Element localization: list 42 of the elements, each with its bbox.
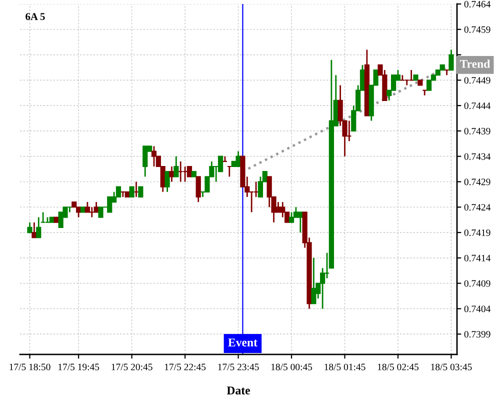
candlestick xyxy=(107,196,112,213)
y-tick-label: 0.7424 xyxy=(464,204,491,211)
x-tick-label: 18/5 03:45 xyxy=(431,364,472,370)
candlestick xyxy=(311,257,316,304)
candlestick xyxy=(98,206,104,218)
candlestick xyxy=(298,212,303,234)
candlestick xyxy=(448,49,454,71)
candlestick xyxy=(196,176,201,203)
x-tick-label: 17/5 22:45 xyxy=(164,364,206,370)
x-tick-label: 17/5 19:45 xyxy=(58,364,100,370)
y-tick-label: 0.7399 xyxy=(464,330,490,338)
text: 6A 5 xyxy=(26,13,45,20)
y-tick-label: 0.7459 xyxy=(464,26,490,33)
y-tick-label: 0.7419 xyxy=(464,229,490,236)
candlestick xyxy=(27,222,32,234)
series-label: Trend xyxy=(460,60,490,68)
candlestick xyxy=(142,145,148,178)
candlestick xyxy=(186,166,192,178)
candlestick xyxy=(36,216,42,238)
y-tick-label: 0.7404 xyxy=(464,306,491,312)
y-tick-label: 0.7449 xyxy=(464,77,490,84)
candlestick xyxy=(138,186,144,198)
y-tick-label: 0.7414 xyxy=(464,254,491,262)
x-tick-label: 17/5 18:50 xyxy=(10,364,50,370)
candlestick xyxy=(151,145,157,168)
x-tick-label: 18/5 01:45 xyxy=(324,364,366,370)
candlestick xyxy=(164,170,170,193)
x-tick-label: 18/5 00:45 xyxy=(271,364,312,370)
annotation: Event xyxy=(228,338,258,346)
candlestick xyxy=(288,212,294,224)
y-tick-label: 0.7434 xyxy=(464,153,491,160)
x-tick-label: 18/5 02:45 xyxy=(378,364,419,370)
x-axis-title: Date xyxy=(226,386,250,394)
y-tick-label: 0.7464 xyxy=(464,0,491,8)
y-tick-label: 0.7439 xyxy=(464,128,490,134)
y-tick-label: 0.7429 xyxy=(464,178,490,186)
candlestick xyxy=(129,186,134,198)
y-tick-label: 0.7444 xyxy=(464,102,491,110)
candlestick xyxy=(174,156,179,178)
y-tick-label: 0.7409 xyxy=(464,280,490,287)
x-tick-label: 17/5 20:45 xyxy=(112,364,152,370)
x-tick-label: 17/5 23:45 xyxy=(218,364,259,370)
